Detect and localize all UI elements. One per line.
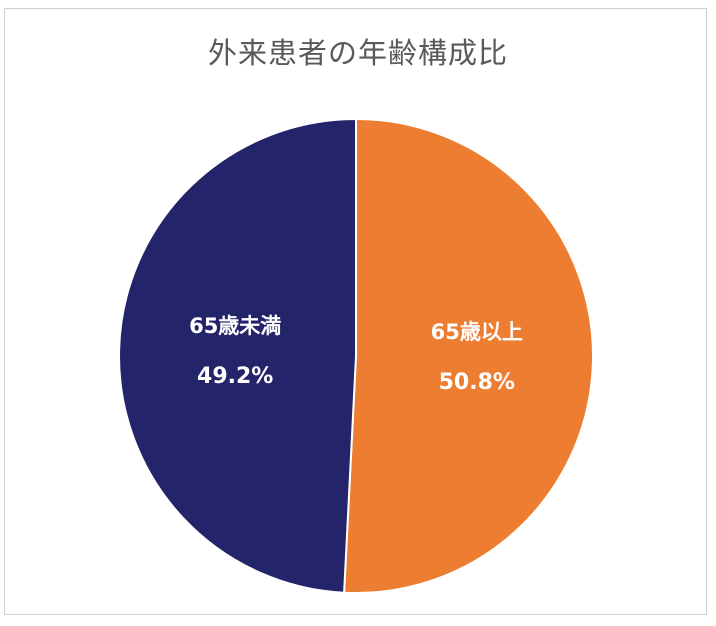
- slice-value-label: 50.8%: [439, 370, 515, 395]
- pie-slice-1: [343, 117, 595, 594]
- slice-value-label: 49.2%: [197, 364, 273, 389]
- pie-slice-2: [118, 117, 357, 594]
- pie-data-labels: 65歳以上 50.8% 65歳未満 49.2%: [189, 314, 523, 395]
- pie-slices: [118, 117, 595, 594]
- slice-category-label: 65歳未満: [189, 314, 281, 338]
- slice-category-label: 65歳以上: [431, 320, 523, 344]
- chart-title: 外来患者の年齢構成比: [207, 36, 508, 70]
